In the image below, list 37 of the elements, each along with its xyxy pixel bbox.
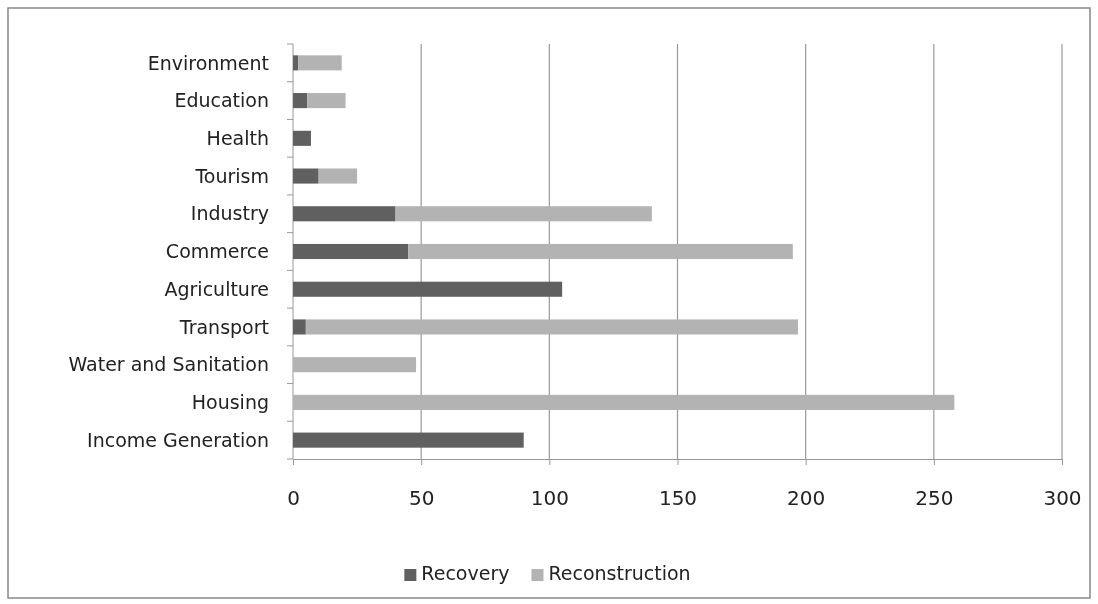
y-tick-label: Water and Sanitation [68,353,269,376]
bar [318,168,358,184]
x-tick-label: 50 [408,486,435,511]
bar [293,319,306,335]
bar [293,55,299,71]
y-tick-label: Industry [190,202,269,225]
y-tick-label: Commerce [165,240,269,263]
bar [293,281,563,297]
legend-label: Recovery [421,562,510,584]
x-tick-label: 0 [287,486,300,511]
y-tick-label: Health [206,126,269,149]
legend-label: Reconstruction [548,562,691,584]
bar [293,243,409,260]
bar [395,206,652,222]
y-tick-label: Tourism [194,164,269,187]
x-tick-label: 300 [1043,486,1082,511]
y-tick-label: Income Generation [87,428,269,451]
bar [408,243,793,260]
bar [293,357,417,373]
bar [293,206,396,222]
y-tick-label: Agriculture [164,277,269,300]
bar [293,93,308,109]
bar [293,432,524,448]
bar [293,130,311,146]
x-tick-label: 250 [915,486,954,511]
y-tick-label: Housing [191,391,269,414]
bar [298,55,342,71]
y-tick-label: Education [174,89,269,112]
x-tick-label: 200 [787,486,826,511]
bar [307,93,346,109]
bar [293,394,955,410]
x-tick-label: 150 [658,486,698,511]
y-tick-label: Environment [147,51,269,74]
bar [305,319,798,335]
y-tick-label: Transport [178,315,269,338]
x-tick-label: 100 [530,486,569,511]
bar [293,168,319,184]
